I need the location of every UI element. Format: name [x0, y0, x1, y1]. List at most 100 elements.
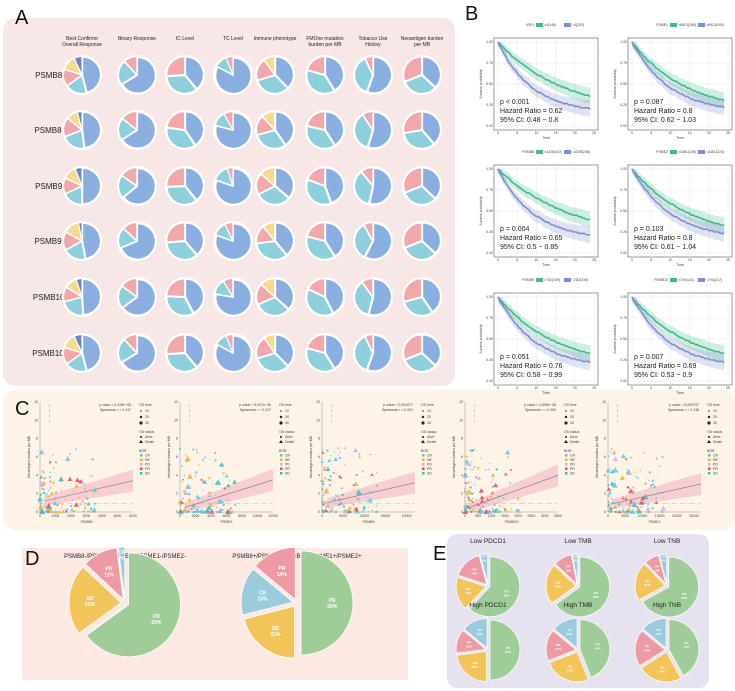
pie-chart	[402, 277, 442, 317]
pie-slice	[223, 111, 234, 130]
pie-slice	[74, 167, 83, 186]
scatter-point	[45, 455, 47, 457]
scatter-point	[376, 485, 378, 487]
legend-label: SD	[713, 472, 718, 476]
x-axis-label: Time	[676, 391, 684, 395]
pie-slice	[257, 353, 288, 372]
scatter-point	[228, 509, 232, 513]
scatter-point	[470, 461, 472, 463]
scatter-point	[221, 499, 223, 501]
legend-size-marker	[139, 421, 143, 425]
pie-row-label: PSMB8 H	[34, 126, 69, 135]
scatter-point	[644, 478, 646, 480]
legend-color-swatch	[140, 467, 143, 470]
scatter-point	[179, 447, 182, 450]
legend-color-swatch	[140, 472, 143, 475]
slice-percent: 16%	[471, 571, 477, 575]
x-tick-label: 20	[573, 258, 577, 262]
scatter-point	[510, 508, 512, 510]
legend-swatch-low	[698, 278, 705, 282]
pie-slice	[166, 334, 185, 354]
legend-color-swatch	[565, 458, 568, 461]
km-survival-curve	[497, 168, 591, 221]
slice-percent: 50%	[505, 650, 511, 654]
x-axis-label: Time	[542, 391, 550, 395]
y-tick-label: 1.00	[620, 295, 627, 299]
pie-title: High TNB	[653, 602, 681, 609]
legend-title: OS status	[564, 430, 580, 434]
pie-slice	[224, 222, 234, 241]
scatter-point	[49, 487, 52, 489]
scatter-point	[49, 480, 52, 483]
scatter-point	[207, 511, 210, 513]
scatter-point	[89, 474, 92, 477]
scatter-point	[184, 455, 191, 462]
response-pie-slice	[457, 554, 488, 586]
scatter-point	[207, 492, 210, 494]
pie-slice	[122, 111, 138, 131]
scatter-point	[475, 510, 477, 512]
km-legend-low: <4228(238)	[572, 150, 590, 154]
scatter-point	[194, 504, 197, 507]
scatter-point	[624, 498, 627, 501]
pie-chart	[213, 221, 253, 261]
scatter-point	[626, 469, 628, 471]
pie-slice	[65, 241, 86, 260]
legend-label: PD	[285, 463, 290, 467]
legend-label: CR	[427, 454, 433, 458]
scatter-point	[607, 510, 610, 513]
km-survival-curve	[631, 41, 725, 102]
scatter-point	[616, 511, 618, 512]
y-tick-label: 8	[461, 437, 463, 441]
legend-size-marker	[421, 421, 425, 425]
x-tick-label: 8000	[238, 514, 246, 518]
response-pie-slice	[68, 566, 122, 634]
slice-percent: 65%	[151, 620, 162, 626]
y-tick-label: 6	[36, 455, 38, 459]
y-tick-label: 0	[176, 510, 178, 514]
scatter-point	[611, 450, 617, 455]
response-pie-slice	[571, 553, 579, 585]
legend-color-swatch	[565, 454, 568, 457]
scatter-point	[328, 509, 330, 511]
pie-chart	[305, 55, 345, 95]
scatter-point	[626, 496, 628, 498]
scatter-point	[642, 451, 645, 454]
scatter-point	[609, 490, 611, 493]
scatter-point	[628, 504, 631, 507]
legend-label: PR	[145, 467, 150, 471]
pie-chart	[165, 333, 205, 373]
scatter-point	[87, 510, 89, 513]
scatter-point	[325, 509, 329, 512]
x-tick-label: 1500	[501, 514, 509, 518]
pie-slice	[306, 111, 325, 130]
scatter-point	[194, 475, 197, 478]
pie-slice	[364, 56, 374, 75]
scatter-point	[47, 495, 50, 498]
scatter-point	[491, 491, 494, 493]
scatter-point	[478, 487, 485, 493]
y-tick-label: 0.50	[486, 82, 493, 86]
confidence-interval-text: 95% CI: 0.62 − 1.03	[634, 117, 696, 124]
scatter-point	[612, 467, 619, 473]
legend-label: PR	[570, 467, 575, 471]
slice-label: CR	[118, 550, 126, 556]
legend-label: PD	[427, 463, 432, 467]
pie-chart	[402, 166, 442, 206]
pie-slice	[82, 334, 101, 371]
response-pie-slice	[579, 619, 611, 679]
km-survival-curve	[497, 296, 591, 354]
scatter-point	[346, 507, 352, 513]
pie-slice	[306, 70, 335, 94]
scatter-point	[229, 507, 232, 510]
scatter-point	[607, 483, 610, 486]
scatter-point	[331, 507, 334, 509]
p-value-text: p = 0.051	[500, 354, 529, 361]
legend-size-marker	[707, 421, 711, 425]
legend-label: 20	[427, 415, 431, 419]
pie-slice	[361, 278, 374, 298]
pie-chart	[213, 166, 253, 206]
scatter-point	[363, 506, 366, 509]
scatter-point	[57, 511, 59, 513]
pie-slice	[82, 279, 101, 315]
